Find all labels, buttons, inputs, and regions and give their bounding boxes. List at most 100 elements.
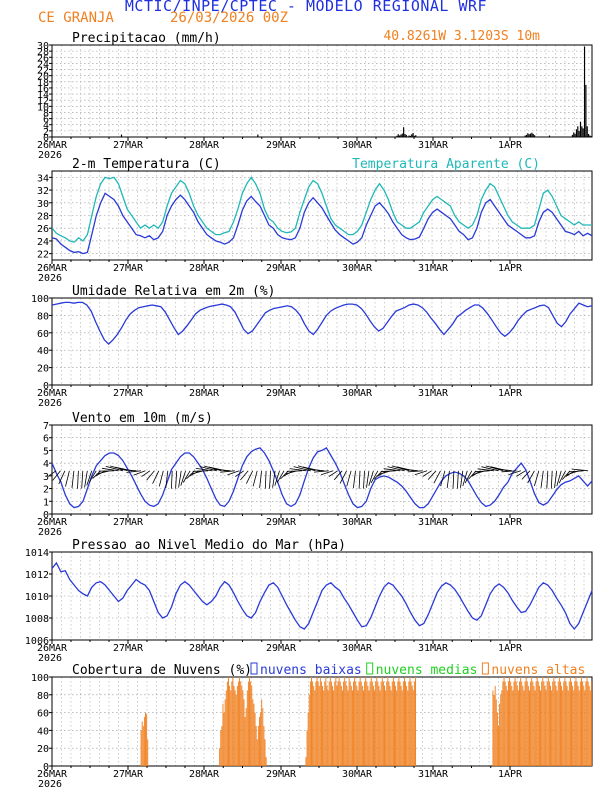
clouds-nuvens-altas-bar — [556, 690, 558, 766]
wind-xtick-label: 28MAR — [189, 517, 220, 528]
clouds-nuvens-altas-bar — [253, 703, 255, 766]
clouds-nuvens-altas-bar — [509, 677, 511, 766]
rh-xtick-label: 29MAR — [266, 388, 297, 399]
clouds-nuvens-altas-bar — [567, 690, 569, 766]
precip-Precipitacao-bar — [582, 128, 584, 137]
wind-arrow — [353, 470, 356, 488]
clouds-nuvens-altas-bar — [550, 685, 551, 766]
clouds-nuvens-altas-bar — [338, 677, 340, 766]
wind-arrow — [328, 470, 338, 477]
chart-main-title: MCTIC/INPE/CPTEC - MODELO REGIONAL WRF — [124, 0, 488, 15]
clouds-nuvens-altas-bar — [234, 690, 236, 766]
clouds-nuvens-altas-bar — [320, 681, 322, 766]
clouds-nuvens-altas-bar — [515, 681, 517, 766]
precip-Precipitacao-bar — [586, 126, 588, 137]
clouds-nuvens-altas-bar — [569, 677, 571, 766]
wind-arrow — [333, 470, 343, 481]
press-xtick-label: 28MAR — [189, 643, 220, 654]
wind-arrow — [556, 470, 562, 487]
wind-arrow — [387, 466, 405, 472]
precip-Precipitacao-bar — [257, 134, 259, 137]
clouds-nuvens-altas-bar — [265, 757, 267, 766]
clouds-xtick-label: 26MAR — [37, 769, 68, 780]
wind-arrow — [81, 470, 84, 489]
temp-xtick-label: 1APR — [498, 263, 523, 274]
clouds-nuvens-altas-bar — [506, 690, 508, 766]
press-title: Pressao ao Nivel Medio do Mar (hPa) — [72, 538, 346, 553]
wind-arrow — [297, 465, 316, 472]
clouds-nuvens-altas-bar — [226, 681, 228, 766]
temp-ytick-label: 30 — [37, 199, 49, 210]
clouds-nuvens-altas-bar — [335, 677, 337, 766]
clouds-nuvens-altas-bar — [146, 714, 148, 766]
wind-xtick-label: 27MAR — [113, 517, 144, 528]
precip-Precipitacao-bar — [120, 134, 123, 137]
clouds-nuvens-altas-bar — [496, 712, 498, 766]
press-ytick-label: 1010 — [25, 592, 49, 603]
location-label: 40.8261W 3.1203S 10m — [383, 29, 540, 44]
clouds-ytick-label: 100 — [31, 673, 49, 684]
clouds-nuvens-altas-bar — [375, 681, 377, 766]
clouds-nuvens-altas-bar — [316, 677, 318, 766]
wind-arrow — [407, 470, 423, 473]
wind-arrow — [252, 470, 258, 487]
precip-Precipitacao-bar — [408, 135, 410, 137]
precip-Precipitacao-bar — [577, 126, 579, 137]
precip-xtick-label: 26MAR — [37, 140, 68, 151]
wind-ytick-label: 7 — [43, 421, 49, 432]
clouds-nuvens-altas-bar — [219, 748, 221, 766]
wind-xtick-label: 31MAR — [418, 517, 449, 528]
clouds-nuvens-altas-bar — [546, 681, 548, 766]
clouds-nuvens-altas-bar — [223, 712, 225, 766]
clouds-nuvens-altas-bar — [582, 681, 584, 766]
clouds-nuvens-altas-bar — [532, 681, 534, 766]
rh-ytick-label: 20 — [37, 364, 49, 375]
wind-arrow — [320, 470, 334, 476]
clouds-nuvens-altas-bar — [141, 721, 143, 766]
precip-ytick-label: 20 — [37, 72, 49, 83]
wind-arrow — [508, 470, 522, 475]
wind-arrow — [401, 468, 419, 472]
clouds-nuvens-altas-bar — [501, 690, 503, 766]
clouds-nuvens-altas-bar — [259, 717, 260, 766]
clouds-nuvens-altas-bar — [573, 690, 575, 766]
clouds-nuvens-altas-bar — [561, 685, 563, 766]
clouds-nuvens-altas-bar — [502, 681, 504, 766]
precip-Precipitacao-bar — [588, 133, 590, 137]
press-xtick-label: 30MAR — [342, 643, 373, 654]
clouds-nuvens-altas-bar — [540, 690, 542, 766]
clouds-title: Cobertura de Nuvens (%) — [72, 663, 252, 678]
clouds-nuvens-altas-bar — [403, 677, 405, 766]
clouds-nuvens-altas-bar — [252, 699, 254, 767]
wind-arrow — [363, 470, 365, 489]
station-name: CE GRANJA — [38, 10, 114, 26]
clouds-nuvens-altas-bar — [529, 690, 530, 766]
clouds-nuvens-altas-bar — [312, 681, 314, 766]
clouds-nuvens-altas-bar — [413, 681, 415, 766]
precip-ytick-label: 6 — [43, 115, 49, 126]
clouds-nuvens-altas-bar — [498, 726, 499, 766]
cloud-legend-swatch — [366, 662, 374, 675]
wind-arrow — [175, 470, 178, 489]
clouds-nuvens-altas-bar — [349, 681, 351, 766]
wind-arrow — [460, 470, 464, 488]
wind-arrow — [259, 470, 262, 489]
clouds-nuvens-altas-bar — [399, 681, 401, 766]
wind-arrow — [105, 466, 124, 472]
clouds-nuvens-altas-bar — [534, 690, 536, 766]
temp-xtick-label: 27MAR — [113, 263, 144, 274]
clouds-nuvens-altas-bar — [322, 685, 324, 766]
clouds-nuvens-altas-bar — [390, 690, 392, 766]
press-ytick-label: 1012 — [25, 570, 49, 581]
precip-ytick-label: 26 — [37, 53, 49, 64]
wind-arrow — [178, 470, 182, 488]
clouds-nuvens-altas-bar — [337, 681, 339, 766]
wind-series-0-line — [51, 447, 593, 509]
clouds-nuvens-altas-bar — [407, 690, 409, 766]
press-xtick-label: 26MAR — [37, 643, 68, 654]
clouds-nuvens-altas-bar — [382, 681, 384, 766]
clouds-nuvens-altas-bar — [330, 681, 332, 766]
clouds-nuvens-altas-bar — [233, 685, 235, 766]
clouds-nuvens-altas-bar — [523, 690, 525, 766]
clouds-nuvens-altas-bar — [548, 681, 550, 766]
